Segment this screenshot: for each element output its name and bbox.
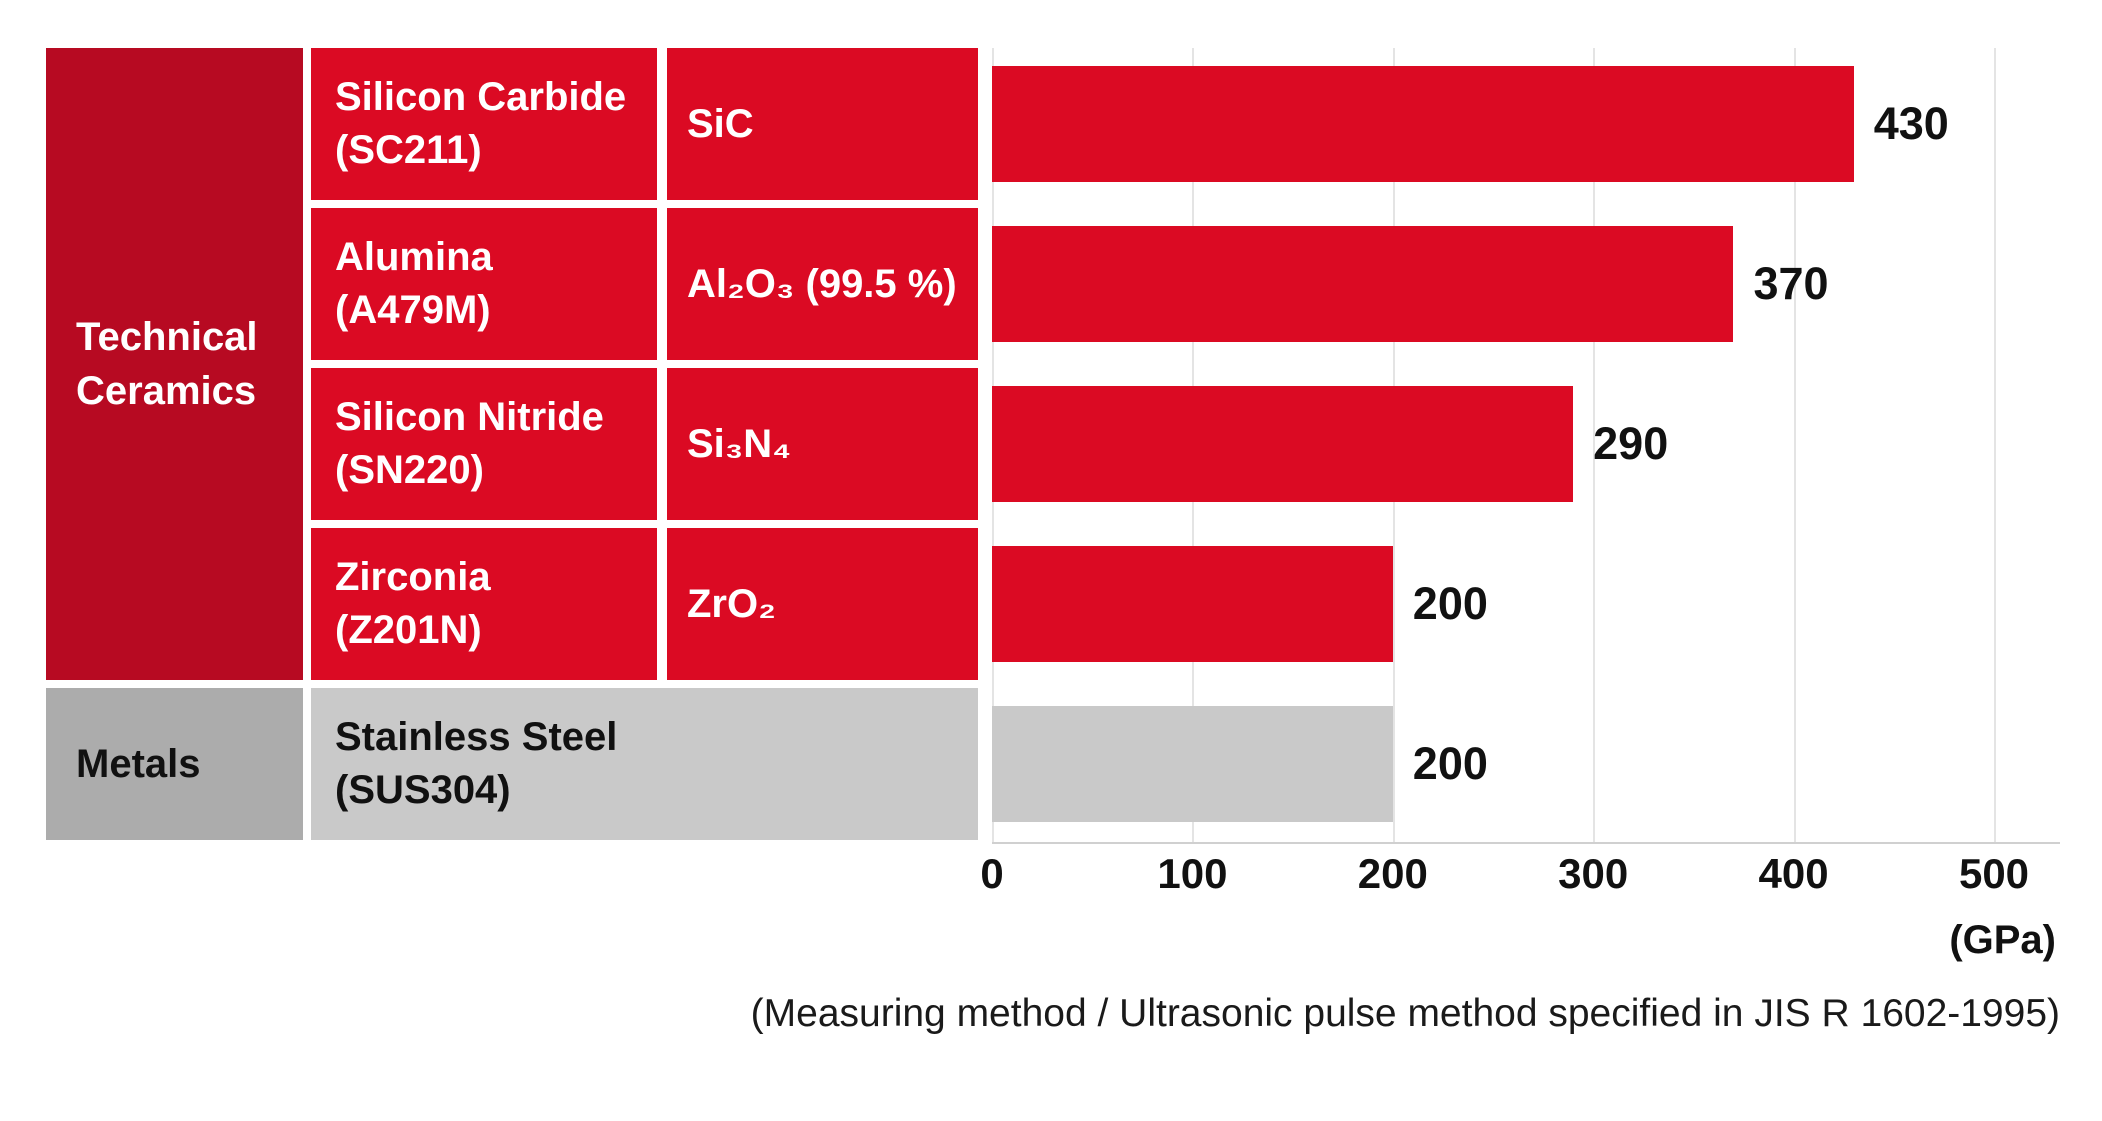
material-grade: (SC211)	[335, 128, 482, 172]
material-name: Alumina	[335, 235, 493, 280]
material-name: Zirconia	[335, 555, 491, 600]
x-tick-label-400: 400	[1758, 850, 1829, 897]
group-label: Technical Ceramics	[76, 315, 258, 413]
gridline-500	[1994, 48, 1996, 842]
bar-value-zirconia: 200	[1412, 578, 1488, 629]
bar-alumina	[992, 226, 1734, 342]
group-cell-technical-ceramics: Technical Ceramics	[46, 48, 303, 680]
material-name-cell-stainless-steel: Stainless Steel (SUS304)	[311, 688, 978, 840]
caption: (Measuring method / Ultrasonic pulse met…	[750, 992, 2060, 1035]
bar-value-alumina: 370	[1753, 258, 1829, 309]
group-label: Metals	[76, 742, 201, 786]
bar-value-silicon-carbide: 430	[1873, 98, 1949, 149]
x-tick-label-100: 100	[1157, 850, 1228, 897]
bar-value-stainless-steel: 200	[1412, 738, 1488, 789]
x-tick-label-200: 200	[1357, 850, 1428, 897]
material-grade: (A479M)	[335, 288, 491, 332]
unit-label: (GPa)	[1949, 918, 2056, 962]
gridline-300	[1593, 48, 1596, 842]
gridline-400	[1793, 48, 1796, 842]
material-name-cell-silicon-nitride: Silicon Nitride (SN220)	[311, 368, 657, 520]
bar-silicon-carbide	[992, 66, 1854, 182]
bar-value-silicon-nitride: 290	[1593, 418, 1669, 469]
bar-silicon-nitride	[992, 386, 1574, 502]
formula-cell-alumina: Al₂O₃ (99.5 %)	[667, 208, 978, 360]
bar-zirconia	[992, 546, 1393, 662]
bar-stainless-steel	[992, 706, 1393, 822]
material-name: Silicon Carbide	[335, 75, 627, 120]
x-tick-label-0: 0	[980, 850, 1004, 897]
formula-text: Al₂O₃ (99.5 %)	[687, 261, 957, 306]
material-name-cell-silicon-carbide: Silicon Carbide (SC211)	[311, 48, 657, 200]
formula-cell-silicon-carbide: SiC	[667, 48, 978, 200]
x-axis-line	[992, 842, 2060, 844]
group-cell-metals: Metals	[46, 688, 303, 840]
formula-text: SiC	[687, 101, 754, 146]
material-grade: (Z201N)	[335, 608, 482, 652]
material-name: Stainless Steel	[335, 715, 618, 760]
material-name: Silicon Nitride	[335, 395, 604, 440]
material-name-cell-alumina: Alumina (A479M)	[311, 208, 657, 360]
x-tick-label-300: 300	[1558, 850, 1629, 897]
x-tick-label-500: 500	[1958, 850, 2030, 897]
material-name-cell-zirconia: Zirconia (Z201N)	[311, 528, 657, 680]
material-grade: (SN220)	[335, 448, 484, 492]
formula-text: ZrO₂	[687, 581, 776, 626]
formula-cell-zirconia: ZrO₂	[667, 528, 978, 680]
formula-text: Si₃N₄	[687, 421, 792, 466]
material-grade: (SUS304)	[335, 768, 511, 812]
formula-cell-silicon-nitride: Si₃N₄	[667, 368, 978, 520]
